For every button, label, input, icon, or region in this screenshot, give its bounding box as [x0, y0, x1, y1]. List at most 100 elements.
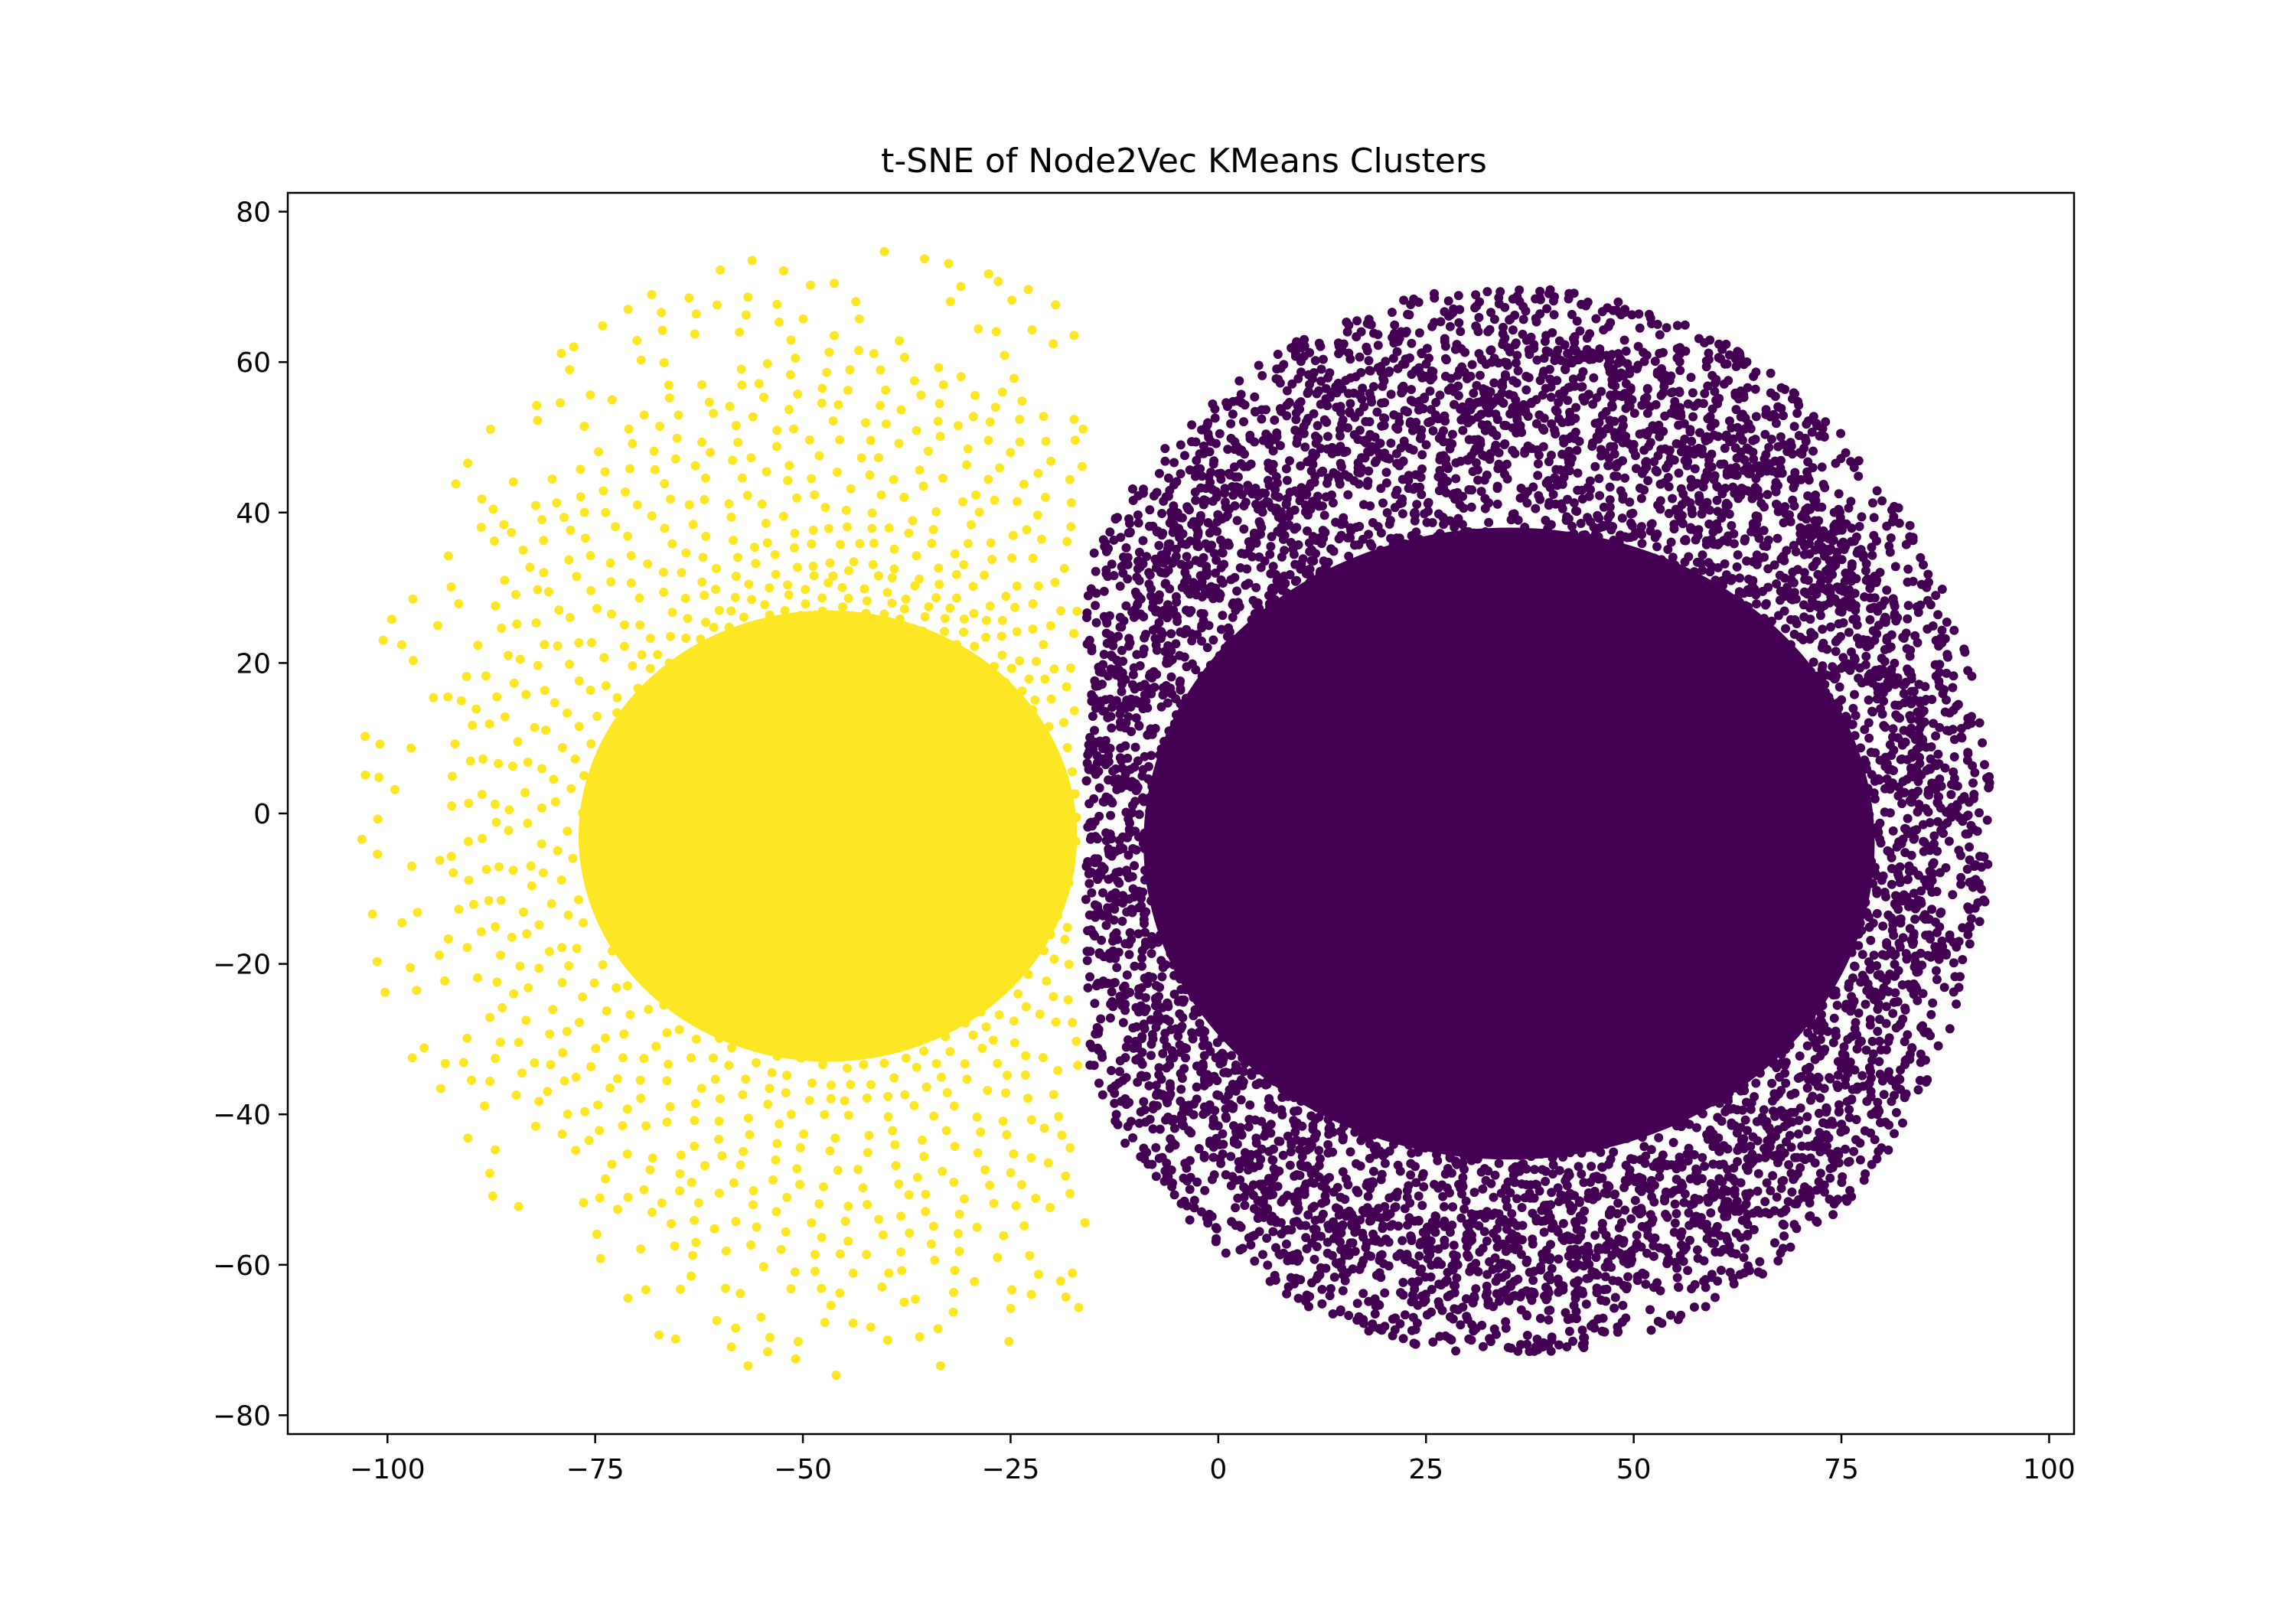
point [849, 557, 859, 567]
point [645, 982, 655, 992]
point [701, 882, 711, 892]
point [491, 601, 501, 611]
point [1240, 1058, 1250, 1068]
point [985, 792, 995, 802]
point [999, 1231, 1009, 1240]
point [746, 1240, 755, 1250]
point [1571, 403, 1581, 412]
point [1130, 742, 1140, 752]
point [491, 817, 501, 827]
point [1861, 1045, 1871, 1055]
point [695, 808, 705, 818]
point [735, 1289, 745, 1299]
point [1363, 1191, 1373, 1201]
point [681, 856, 691, 865]
point [951, 648, 960, 658]
point [1965, 939, 1975, 949]
point [1549, 310, 1559, 320]
point [791, 660, 801, 670]
point [1800, 901, 1810, 911]
point [889, 474, 899, 484]
point [712, 737, 722, 747]
point [548, 1005, 558, 1015]
point [1680, 320, 1690, 330]
point [1802, 684, 1812, 694]
point [771, 825, 781, 835]
point [1689, 1302, 1699, 1312]
point [999, 962, 1009, 972]
point [684, 293, 694, 303]
point [660, 479, 670, 488]
point [752, 835, 762, 845]
point [541, 725, 551, 735]
point [758, 1002, 768, 1012]
point [942, 1087, 952, 1097]
point [889, 564, 899, 574]
point [572, 944, 582, 953]
point [1025, 1250, 1035, 1260]
point [721, 888, 731, 897]
point [830, 1037, 840, 1047]
point [1914, 680, 1924, 689]
point [1573, 468, 1583, 478]
point [995, 693, 1005, 702]
point [579, 507, 589, 517]
point [1050, 578, 1060, 587]
point [1185, 1156, 1195, 1165]
point [1657, 563, 1666, 573]
point [1698, 550, 1707, 560]
point [695, 670, 705, 680]
point [556, 348, 566, 358]
point [1212, 1224, 1221, 1234]
point [690, 1099, 700, 1109]
point [518, 545, 528, 555]
point [960, 774, 970, 784]
point [709, 409, 719, 419]
point [749, 787, 759, 797]
point [818, 727, 828, 737]
point [814, 1048, 823, 1058]
point [1849, 462, 1859, 472]
point [1763, 641, 1773, 650]
point [1130, 861, 1140, 871]
point [880, 895, 889, 905]
point [375, 739, 385, 749]
point [1786, 706, 1795, 715]
point [963, 755, 973, 765]
point [1189, 1195, 1199, 1205]
point [574, 1018, 584, 1027]
point [1065, 1143, 1075, 1152]
point [843, 1201, 853, 1211]
point [1688, 412, 1698, 422]
point [794, 1007, 803, 1017]
point [1065, 663, 1075, 673]
point [1252, 887, 1262, 897]
point [1235, 1245, 1245, 1255]
point [858, 1183, 868, 1193]
point [680, 898, 690, 908]
point [724, 1061, 734, 1071]
point [748, 1010, 758, 1019]
point [1451, 1346, 1461, 1356]
point [522, 929, 532, 939]
point [1028, 553, 1038, 563]
point [1675, 745, 1684, 755]
point [980, 968, 990, 978]
point [945, 858, 955, 867]
point [696, 653, 706, 663]
point [875, 655, 885, 665]
point [1518, 1159, 1528, 1169]
point [1062, 923, 1072, 932]
point [977, 726, 987, 736]
point [1678, 982, 1688, 992]
point [694, 901, 704, 911]
point [828, 614, 838, 624]
point [672, 433, 682, 443]
point [727, 807, 737, 817]
point [898, 755, 908, 765]
point [1244, 1041, 1254, 1051]
point [981, 632, 991, 642]
point [1690, 626, 1700, 636]
point [848, 1319, 858, 1328]
point [1381, 468, 1391, 478]
